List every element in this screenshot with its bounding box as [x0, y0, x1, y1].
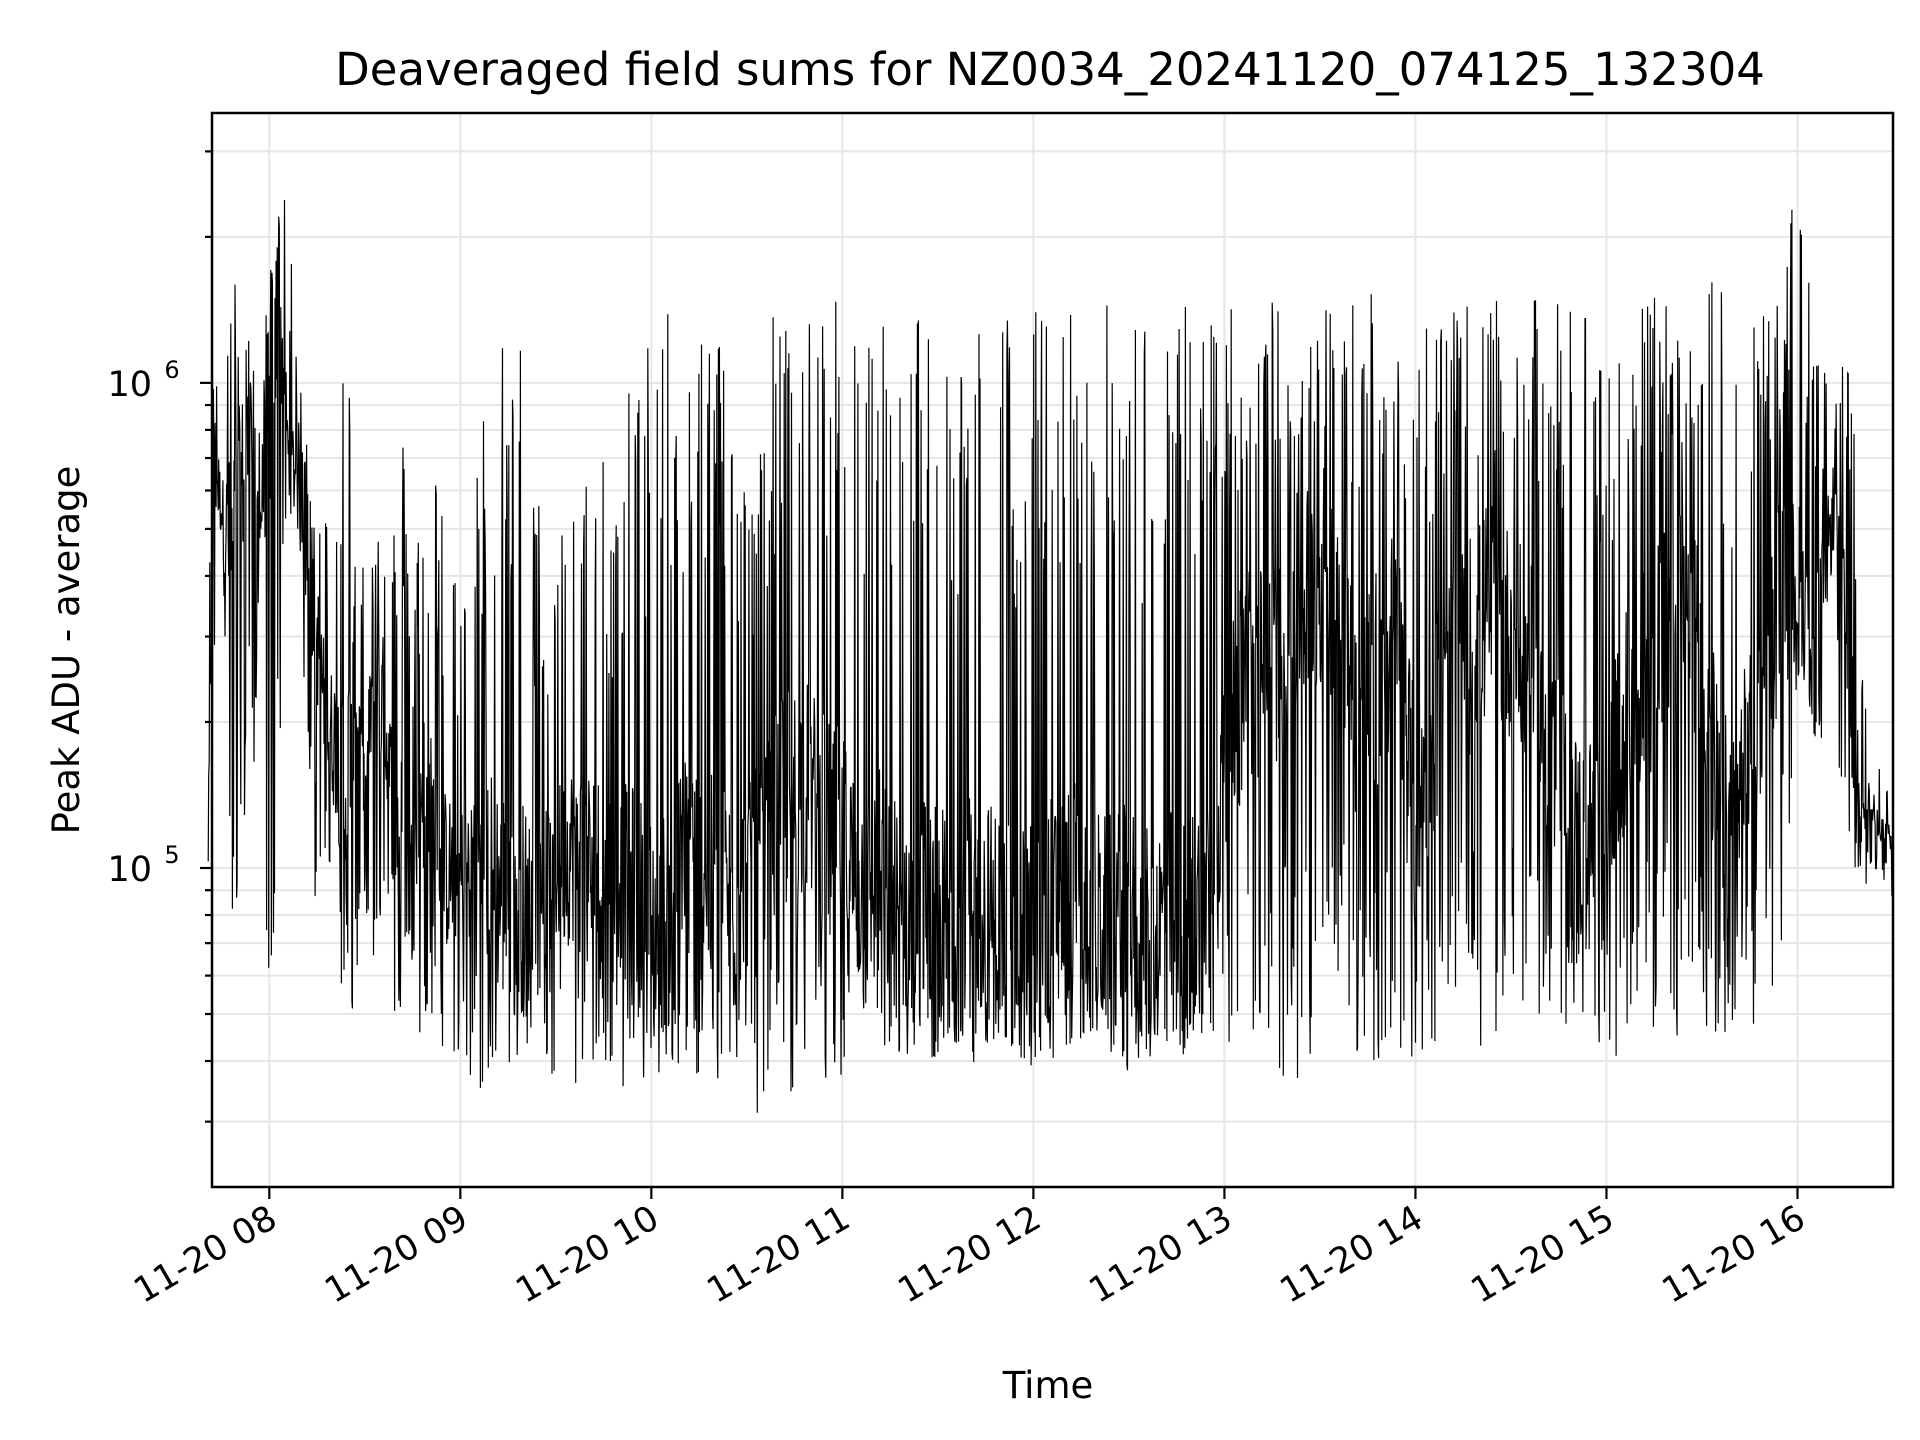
y-tick-exponent: 5 — [164, 841, 179, 869]
y-tick-exponent: 6 — [164, 356, 179, 384]
x-axis-label: Time — [1002, 1364, 1094, 1407]
series-line — [207, 199, 1894, 1113]
y-tick-label: 10 — [107, 850, 152, 890]
y-tick-label: 10 — [107, 365, 152, 405]
y-axis-label: Peak ADU - average — [45, 466, 88, 835]
axes-frame — [210, 111, 1895, 1189]
chart-title: Deaveraged field sums for NZ0034_2024112… — [335, 43, 1765, 96]
series-group — [207, 199, 1894, 1113]
y-axis: 10 5 10 6 — [107, 150, 212, 1123]
